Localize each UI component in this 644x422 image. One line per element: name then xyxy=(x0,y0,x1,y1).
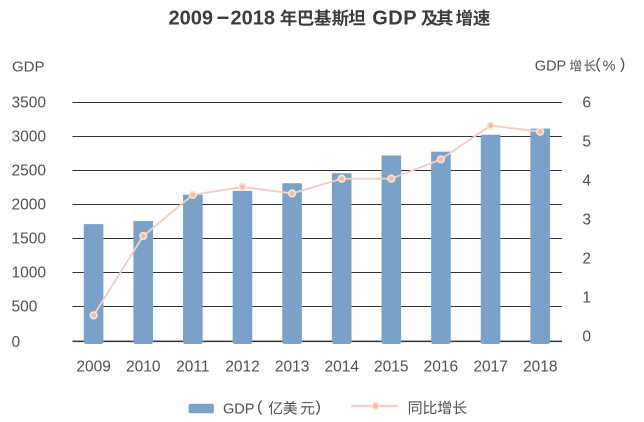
svg-text:2013: 2013 xyxy=(275,359,309,376)
svg-text:1500: 1500 xyxy=(12,231,47,248)
svg-text:GDP: GDP xyxy=(12,58,45,75)
svg-text:0: 0 xyxy=(12,334,21,351)
svg-text:6: 6 xyxy=(582,95,591,112)
svg-text:2015: 2015 xyxy=(374,359,408,376)
svg-text:3000: 3000 xyxy=(12,129,47,146)
svg-text:2012: 2012 xyxy=(225,359,259,376)
svg-text:GDP: GDP xyxy=(535,59,566,75)
svg-text:1000: 1000 xyxy=(12,265,47,282)
svg-text:3500: 3500 xyxy=(12,95,47,112)
svg-text:2010: 2010 xyxy=(126,359,161,376)
svg-text:4: 4 xyxy=(582,173,591,190)
svg-text:2000: 2000 xyxy=(12,197,47,214)
svg-text:500: 500 xyxy=(12,299,38,316)
svg-text:5: 5 xyxy=(582,134,591,151)
svg-text:0: 0 xyxy=(582,328,591,345)
svg-text:2014: 2014 xyxy=(324,359,359,376)
svg-text:GDP: GDP xyxy=(372,7,417,29)
svg-text:2500: 2500 xyxy=(12,163,47,180)
svg-text:GDP: GDP xyxy=(223,402,254,418)
svg-text:2009: 2009 xyxy=(169,7,214,29)
svg-text:2016: 2016 xyxy=(424,359,458,376)
svg-text:3: 3 xyxy=(582,212,591,229)
svg-text:2: 2 xyxy=(582,251,591,268)
svg-text:2018: 2018 xyxy=(231,7,276,29)
svg-text:1: 1 xyxy=(582,289,591,306)
svg-text:2011: 2011 xyxy=(176,359,209,376)
svg-text:%: % xyxy=(603,59,616,75)
svg-text:2018: 2018 xyxy=(523,359,557,376)
svg-text:2017: 2017 xyxy=(473,359,507,376)
svg-text:2009: 2009 xyxy=(76,359,110,376)
